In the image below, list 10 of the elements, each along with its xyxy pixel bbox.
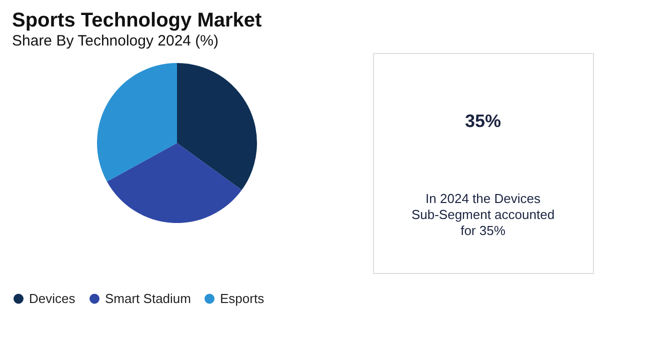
chart-subtitle: Share By Technology 2024 (%) bbox=[12, 32, 219, 50]
legend-label: Devices bbox=[29, 290, 76, 306]
legend-label: Esports bbox=[220, 290, 265, 306]
legend-label: Smart Stadium bbox=[105, 290, 191, 306]
chart-title: Sports Technology Market bbox=[12, 10, 262, 32]
text: In 2024 the Devices Sub-Segment accounted for 35% bbox=[411, 191, 555, 238]
text: 35% bbox=[464, 111, 502, 131]
pie-slice bbox=[177, 63, 257, 190]
pie-slice bbox=[106, 143, 242, 223]
pie-slice bbox=[97, 63, 177, 182]
